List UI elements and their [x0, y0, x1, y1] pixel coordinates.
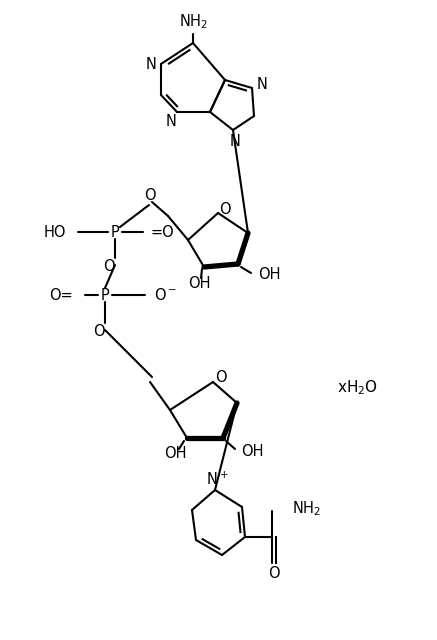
Text: O: O	[144, 188, 156, 202]
Text: =O: =O	[150, 225, 174, 239]
Text: OH: OH	[164, 447, 186, 461]
Text: xH$_2$O: xH$_2$O	[337, 379, 378, 397]
Text: N: N	[229, 134, 240, 148]
Text: P: P	[111, 225, 119, 239]
Text: OH: OH	[188, 275, 210, 291]
Text: N$^+$: N$^+$	[206, 470, 228, 488]
Text: O$^-$: O$^-$	[154, 287, 177, 303]
Text: NH$_2$: NH$_2$	[178, 13, 208, 31]
Text: O=: O=	[49, 287, 73, 303]
Text: O: O	[215, 369, 227, 385]
Text: O: O	[93, 323, 105, 339]
Text: O: O	[268, 566, 280, 580]
Text: OH: OH	[258, 266, 281, 282]
Text: N: N	[257, 77, 267, 92]
Text: O: O	[103, 259, 115, 273]
Text: N: N	[166, 113, 177, 129]
Text: N: N	[146, 56, 156, 72]
Text: HO: HO	[44, 225, 66, 239]
Text: O: O	[219, 202, 231, 216]
Text: OH: OH	[241, 445, 264, 460]
Text: NH$_2$: NH$_2$	[292, 500, 321, 518]
Text: P: P	[101, 287, 109, 303]
